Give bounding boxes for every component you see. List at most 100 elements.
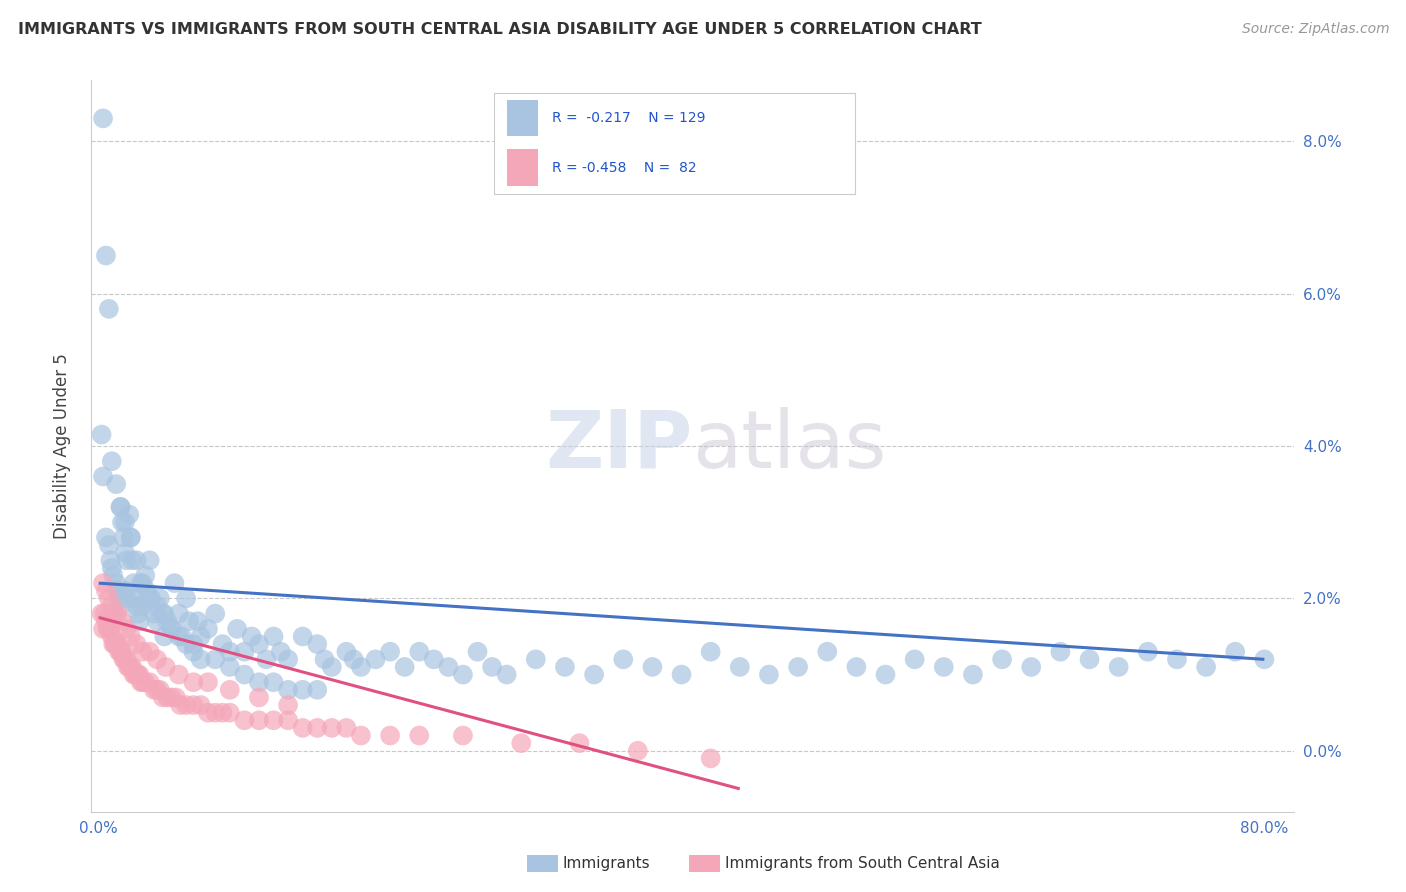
Point: [98, 622, 121, 636]
Point: [117, 591, 139, 606]
Point: [124, 667, 146, 681]
Point: [218, 706, 240, 720]
Point: [263, 630, 285, 644]
Point: [138, 591, 160, 606]
Point: [146, 599, 169, 613]
Point: [671, 667, 693, 681]
Point: [146, 682, 169, 697]
Point: [101, 630, 124, 644]
Point: [120, 530, 142, 544]
Point: [90, 607, 112, 621]
Point: [90, 427, 112, 442]
Point: [510, 736, 533, 750]
Point: [112, 530, 135, 544]
Point: [307, 682, 329, 697]
Point: [152, 607, 174, 621]
Point: [190, 630, 212, 644]
Point: [170, 630, 193, 644]
Point: [378, 729, 401, 743]
Point: [120, 660, 142, 674]
Point: [111, 614, 134, 628]
Point: [335, 721, 357, 735]
Point: [155, 660, 177, 674]
Point: [156, 690, 179, 705]
Point: [758, 667, 780, 681]
Point: [728, 660, 751, 674]
Point: [437, 660, 460, 674]
Point: [104, 637, 127, 651]
Point: [91, 576, 114, 591]
Point: [1078, 652, 1101, 666]
Point: [177, 614, 200, 628]
Point: [98, 553, 121, 567]
Point: [97, 538, 120, 552]
Point: [127, 667, 149, 681]
Point: [321, 721, 343, 735]
Point: [204, 607, 226, 621]
Point: [114, 652, 136, 666]
Point: [143, 607, 166, 621]
Point: [291, 630, 314, 644]
Point: [263, 675, 285, 690]
Point: [183, 637, 205, 651]
Point: [169, 698, 191, 712]
Point: [94, 614, 117, 628]
Point: [254, 652, 277, 666]
Point: [111, 645, 134, 659]
Point: [101, 561, 124, 575]
Point: [932, 660, 955, 674]
Point: [112, 652, 135, 666]
Text: Immigrants: Immigrants: [562, 856, 650, 871]
Point: [554, 660, 576, 674]
Point: [233, 714, 256, 728]
Point: [97, 301, 120, 316]
Point: [699, 645, 721, 659]
Point: [94, 530, 117, 544]
Point: [408, 645, 430, 659]
Point: [277, 698, 299, 712]
Point: [187, 614, 209, 628]
Text: ZIP: ZIP: [546, 407, 692, 485]
Point: [962, 667, 984, 681]
Point: [211, 637, 233, 651]
Point: [314, 652, 336, 666]
Point: [107, 583, 129, 598]
Point: [211, 706, 233, 720]
Point: [101, 599, 124, 613]
Point: [97, 591, 120, 606]
Point: [218, 645, 240, 659]
Point: [197, 622, 219, 636]
Point: [183, 698, 205, 712]
Point: [111, 515, 134, 529]
Point: [110, 645, 132, 659]
Point: [240, 630, 263, 644]
Point: [190, 698, 212, 712]
Point: [114, 515, 136, 529]
Point: [1108, 660, 1130, 674]
Point: [135, 583, 157, 598]
Text: Source: ZipAtlas.com: Source: ZipAtlas.com: [1241, 22, 1389, 37]
Point: [568, 736, 591, 750]
Point: [117, 660, 139, 674]
Point: [364, 652, 387, 666]
Point: [699, 751, 721, 765]
Point: [131, 675, 153, 690]
Point: [845, 660, 868, 674]
Point: [108, 645, 131, 659]
Point: [125, 667, 148, 681]
Text: atlas: atlas: [692, 407, 887, 485]
Point: [904, 652, 927, 666]
Point: [277, 652, 299, 666]
Point: [91, 622, 114, 636]
Point: [114, 546, 136, 560]
Text: Immigrants from South Central Asia: Immigrants from South Central Asia: [725, 856, 1001, 871]
Point: [1049, 645, 1071, 659]
Point: [139, 591, 162, 606]
Point: [307, 721, 329, 735]
Point: [204, 652, 226, 666]
Point: [103, 568, 125, 582]
Point: [167, 630, 190, 644]
Point: [129, 576, 152, 591]
Point: [307, 637, 329, 651]
Point: [97, 622, 120, 636]
